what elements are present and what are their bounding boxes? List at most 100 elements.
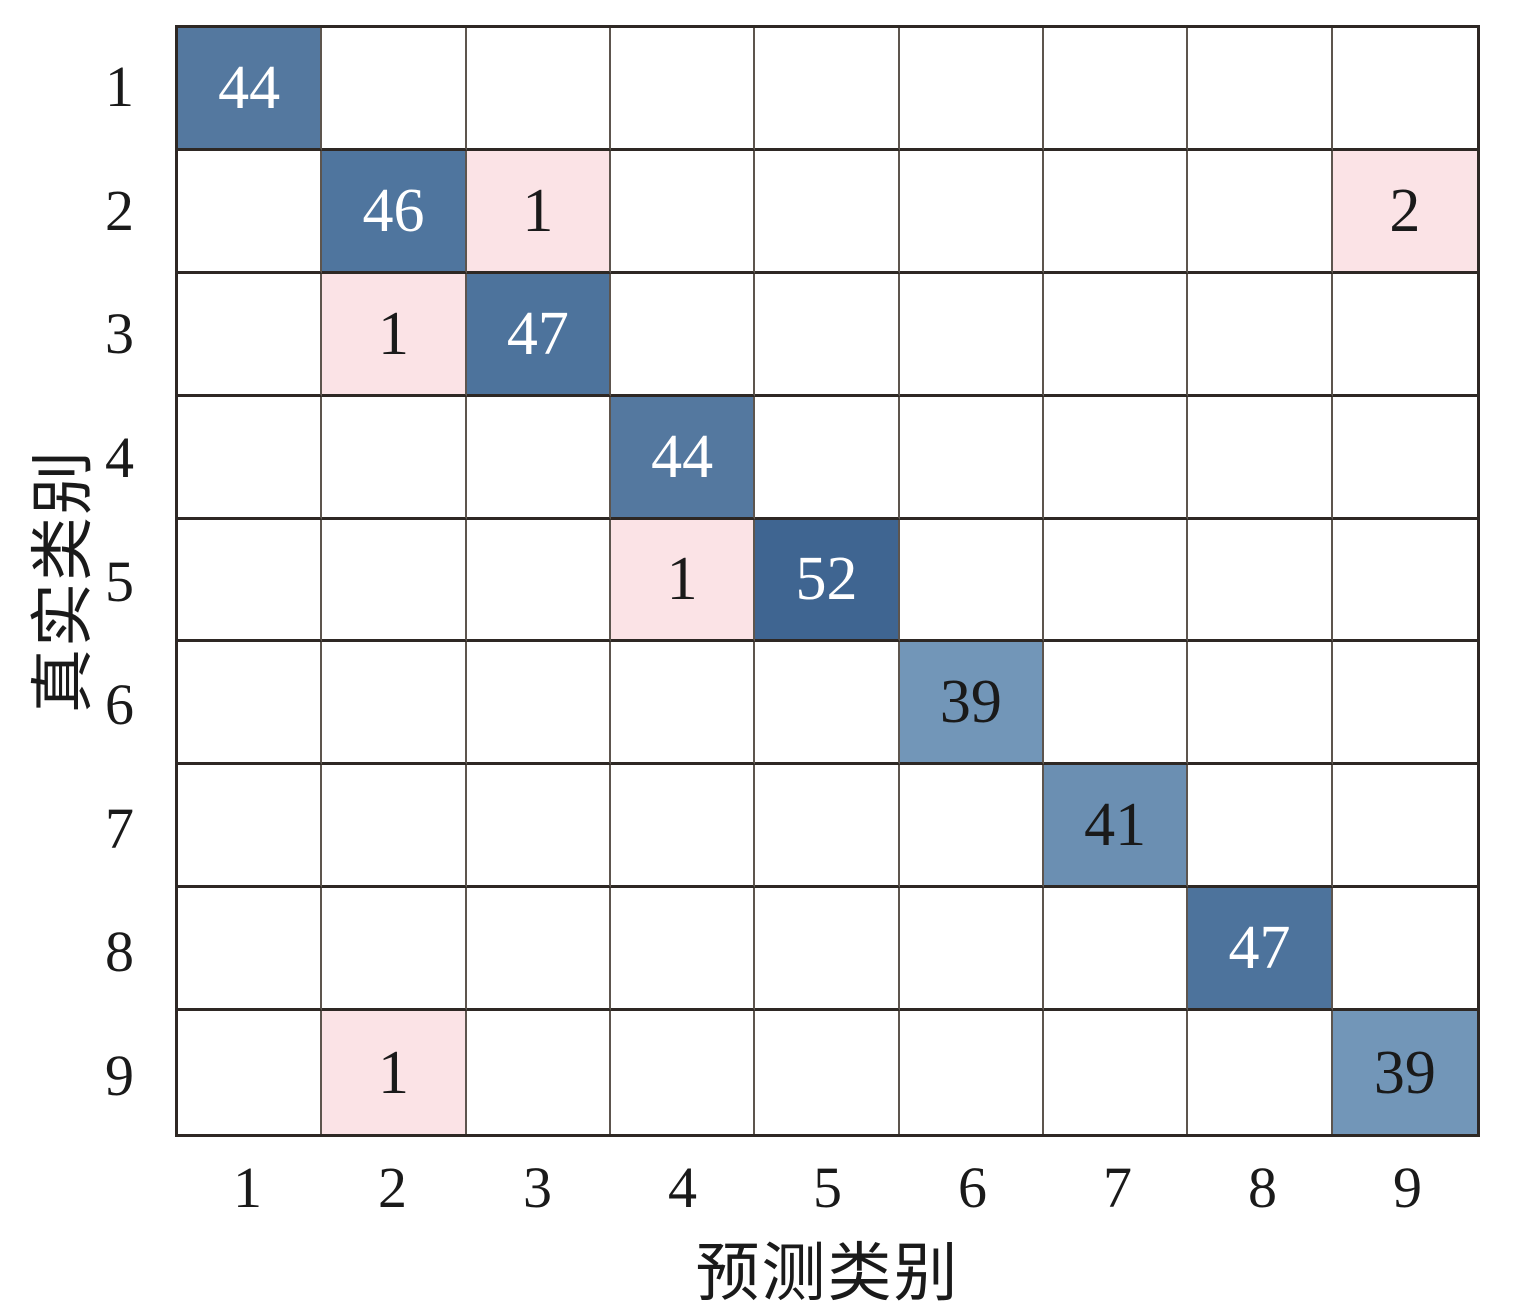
matrix-cell: [1188, 519, 1333, 643]
matrix-cell: [1188, 396, 1333, 520]
matrix-cell: [1332, 888, 1477, 1012]
matrix-cell: [1332, 765, 1477, 889]
y-tick-label: 2: [105, 177, 134, 243]
matrix-cell: [1043, 273, 1189, 397]
matrix-cell: [610, 765, 756, 889]
x-tick-label: 5: [813, 1154, 842, 1220]
matrix-cell: [755, 642, 900, 766]
matrix-cell: [1332, 28, 1477, 151]
matrix-cell: [1332, 519, 1477, 643]
matrix-cell: [1043, 519, 1189, 643]
matrix-cell: [899, 28, 1044, 151]
matrix-cell: [466, 396, 611, 520]
matrix-cell: [899, 765, 1044, 889]
matrix-cell: 1: [322, 1011, 467, 1134]
matrix-cell: 52: [755, 519, 900, 643]
matrix-cell: [466, 888, 611, 1012]
matrix-cell: [466, 1011, 611, 1134]
matrix-cell: [1188, 273, 1333, 397]
y-tick-label: 6: [105, 672, 134, 738]
matrix-cell: [178, 888, 323, 1012]
matrix-cell: [610, 888, 756, 1012]
matrix-cell: [899, 1011, 1044, 1134]
y-tick-label: 5: [105, 548, 134, 614]
y-tick-label: 8: [105, 919, 134, 985]
matrix-cell: [899, 396, 1044, 520]
matrix-cell: [1332, 273, 1477, 397]
matrix-cell: [466, 519, 611, 643]
heatmap-grid: 44 46 1 2 1 47 44 1 52 39 41 47 1 39: [175, 25, 1480, 1137]
matrix-cell: [755, 28, 900, 151]
matrix-cell: [755, 1011, 900, 1134]
matrix-cell: [322, 642, 467, 766]
matrix-cell: [1043, 28, 1189, 151]
matrix-cell: [610, 28, 756, 151]
matrix-cell: [1043, 396, 1189, 520]
matrix-cell: 47: [1188, 888, 1333, 1012]
matrix-cell: [1188, 150, 1333, 274]
x-tick-label: 1: [233, 1154, 262, 1220]
x-tick-label: 8: [1248, 1154, 1277, 1220]
matrix-cell: [755, 888, 900, 1012]
matrix-cell: 47: [466, 273, 611, 397]
matrix-cell: [178, 150, 323, 274]
matrix-cell: [755, 765, 900, 889]
matrix-cell: [322, 765, 467, 889]
x-tick-label: 9: [1393, 1154, 1422, 1220]
matrix-cell: 1: [610, 519, 756, 643]
y-tick-label: 9: [105, 1042, 134, 1108]
matrix-cell: [610, 273, 756, 397]
matrix-cell: 1: [322, 273, 467, 397]
matrix-cell: 44: [178, 28, 323, 151]
matrix-cell: [610, 642, 756, 766]
matrix-cell: [610, 1011, 756, 1134]
matrix-cell: 41: [1043, 765, 1189, 889]
matrix-cell: [322, 28, 467, 151]
matrix-cell: [178, 642, 323, 766]
matrix-cell: [755, 273, 900, 397]
matrix-cell: [178, 273, 323, 397]
matrix-cell: [1188, 28, 1333, 151]
matrix-cell: 39: [899, 642, 1044, 766]
matrix-cell: [178, 396, 323, 520]
matrix-cell: 2: [1332, 150, 1477, 274]
x-tick-label: 6: [958, 1154, 987, 1220]
matrix-cell: [1188, 642, 1333, 766]
matrix-cell: [610, 150, 756, 274]
matrix-cell: [755, 150, 900, 274]
matrix-cell: 1: [466, 150, 611, 274]
y-tick-label: 4: [105, 424, 134, 490]
matrix-cell: [178, 1011, 323, 1134]
matrix-cell: [178, 765, 323, 889]
matrix-cell: [466, 28, 611, 151]
matrix-cell: [1043, 1011, 1189, 1134]
y-tick-label: 3: [105, 301, 134, 367]
matrix-cell: [322, 396, 467, 520]
matrix-cell: [899, 519, 1044, 643]
matrix-cell: [322, 888, 467, 1012]
matrix-cell: 46: [322, 150, 467, 274]
matrix-cell: [1188, 1011, 1333, 1134]
matrix-cell: [1332, 642, 1477, 766]
matrix-cell: [1043, 642, 1189, 766]
y-tick-label: 1: [105, 54, 134, 120]
x-axis-title: 预测类别: [695, 1238, 960, 1309]
matrix-cell: [1043, 888, 1189, 1012]
x-tick-label: 4: [668, 1154, 697, 1220]
x-tick-label: 3: [523, 1154, 552, 1220]
matrix-cell: [899, 888, 1044, 1012]
matrix-cell: [1188, 765, 1333, 889]
x-axis-tick-labels: 1 2 3 4 5 6 7 8 9: [175, 1142, 1480, 1232]
matrix-cell: 44: [610, 396, 756, 520]
matrix-cell: [178, 519, 323, 643]
matrix-cell: [899, 273, 1044, 397]
x-tick-label: 2: [378, 1154, 407, 1220]
matrix-cell: [1043, 150, 1189, 274]
matrix-cell: [466, 765, 611, 889]
matrix-cell: [755, 396, 900, 520]
y-axis-tick-labels: 1 2 3 4 5 6 7 8 9: [0, 25, 162, 1137]
x-tick-label: 7: [1103, 1154, 1132, 1220]
matrix-cell: [322, 519, 467, 643]
matrix-cell: [899, 150, 1044, 274]
